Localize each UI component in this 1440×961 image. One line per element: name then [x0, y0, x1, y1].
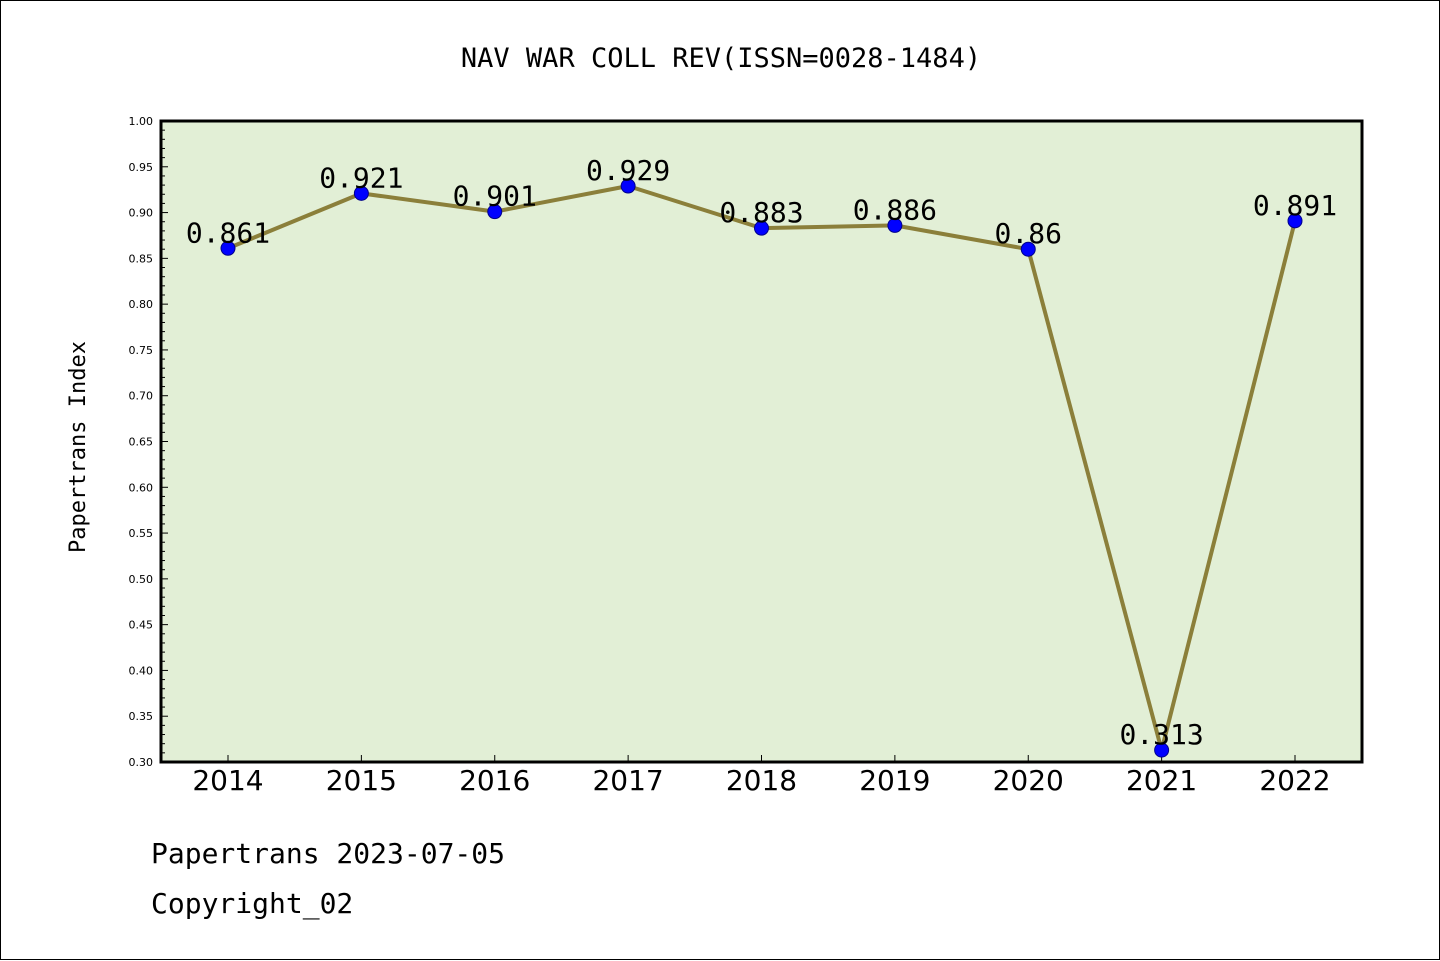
y-tick-label: 0.40: [129, 664, 154, 677]
x-tick-label: 2020: [993, 764, 1064, 797]
y-tick-label: 0.80: [129, 298, 154, 311]
data-label: 0.891: [1253, 189, 1337, 222]
x-axis: 2014 2015 2016 2017 2018 2019 2020 2021 2022: [192, 755, 1331, 797]
y-tick-label: 0.45: [129, 619, 154, 632]
data-label: 0.929: [586, 154, 670, 187]
x-tick-label: 2018: [726, 764, 797, 797]
x-tick-label: 2019: [859, 764, 930, 797]
y-axis-label: Papertrans Index: [66, 341, 91, 553]
data-label: 0.313: [1119, 718, 1203, 751]
data-label: 0.861: [186, 216, 270, 249]
data-point: [1154, 742, 1170, 758]
plot-frame: [159, 119, 1364, 764]
data-point: [487, 204, 503, 220]
y-tick-label: 0.50: [129, 573, 154, 586]
data-point: [887, 217, 903, 233]
y-tick-label: 0.55: [129, 527, 154, 540]
x-tick-label: 2017: [592, 764, 663, 797]
chart-title: NAV WAR COLL REV(ISSN=0028-1484): [461, 43, 981, 74]
y-tick-label: 1.00: [129, 115, 154, 128]
data-label: 0.921: [319, 161, 403, 194]
y-tick-label: 0.90: [129, 207, 154, 220]
data-point: [754, 220, 769, 236]
y-tick-label: 0.65: [129, 436, 154, 449]
data-point: [1020, 241, 1036, 257]
data-label: 0.886: [853, 193, 937, 226]
y-tick-label: 0.85: [129, 252, 154, 265]
footer-date: Papertrans 2023-07-05: [151, 837, 506, 870]
y-tick-label: 0.95: [129, 161, 154, 174]
data-label: 0.883: [719, 196, 803, 229]
data-point: [220, 240, 236, 256]
x-tick-label: 2016: [459, 764, 530, 797]
x-tick-label: 2022: [1259, 764, 1330, 797]
x-tick-label: 2021: [1126, 764, 1197, 797]
data-label: 0.86: [995, 217, 1062, 250]
data-point: [353, 185, 369, 201]
data-label: 0.901: [453, 180, 537, 213]
series-group: [220, 178, 1303, 758]
data-labels-group: 0.861 0.921 0.901 0.929 0.883 0.886 0.86 0.313 0…: [186, 154, 1337, 751]
data-point: [1287, 213, 1303, 229]
y-tick-label: 0.30: [129, 756, 154, 769]
y-tick-label: 0.35: [129, 710, 154, 723]
y-tick-label: 0.70: [129, 390, 154, 403]
x-tick-label: 2015: [326, 764, 397, 797]
footer-copyright: Copyright_02: [151, 887, 354, 920]
y-axis: 0.30 0.35 0.40 0.45 0.50 0.55 0.60 0.65 0.70 0.75…: [129, 115, 168, 769]
data-point: [620, 178, 636, 194]
y-tick-label: 0.60: [129, 481, 154, 494]
y-tick-label: 0.75: [129, 344, 154, 357]
x-tick-label: 2014: [192, 764, 263, 797]
